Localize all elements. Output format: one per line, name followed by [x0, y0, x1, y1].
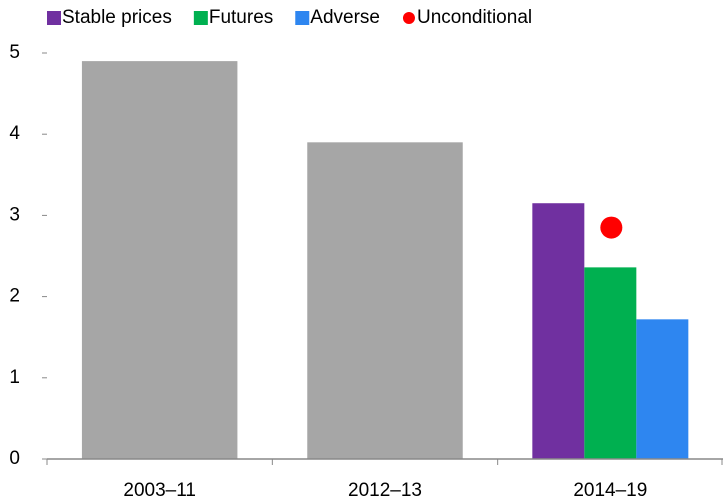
y-tick-label: 5	[9, 42, 20, 63]
y-tick-label: 0	[9, 448, 20, 469]
y-tick-label: 2	[9, 286, 20, 307]
x-tick-label: 2003–11	[123, 480, 196, 501]
legend-label: Futures	[209, 7, 273, 28]
legend-marker	[402, 12, 415, 24]
x-tick-label: 2012–13	[348, 480, 422, 501]
legend-marker	[47, 11, 61, 25]
legend-marker	[295, 11, 310, 25]
legend-marker	[193, 11, 208, 25]
bar	[532, 203, 585, 459]
y-tick-label: 3	[9, 204, 20, 225]
legend-label: Unconditional	[417, 7, 532, 28]
legend-label: Adverse	[310, 7, 380, 28]
x-tick-label: 2014–19	[573, 480, 647, 501]
legend-label: Stable prices	[62, 7, 172, 28]
y-tick-label: 1	[9, 367, 20, 388]
bar	[584, 267, 637, 459]
dot	[600, 216, 623, 239]
y-tick-label: 4	[9, 123, 20, 144]
bar	[307, 142, 463, 459]
bar	[636, 319, 689, 459]
bar	[81, 61, 238, 460]
